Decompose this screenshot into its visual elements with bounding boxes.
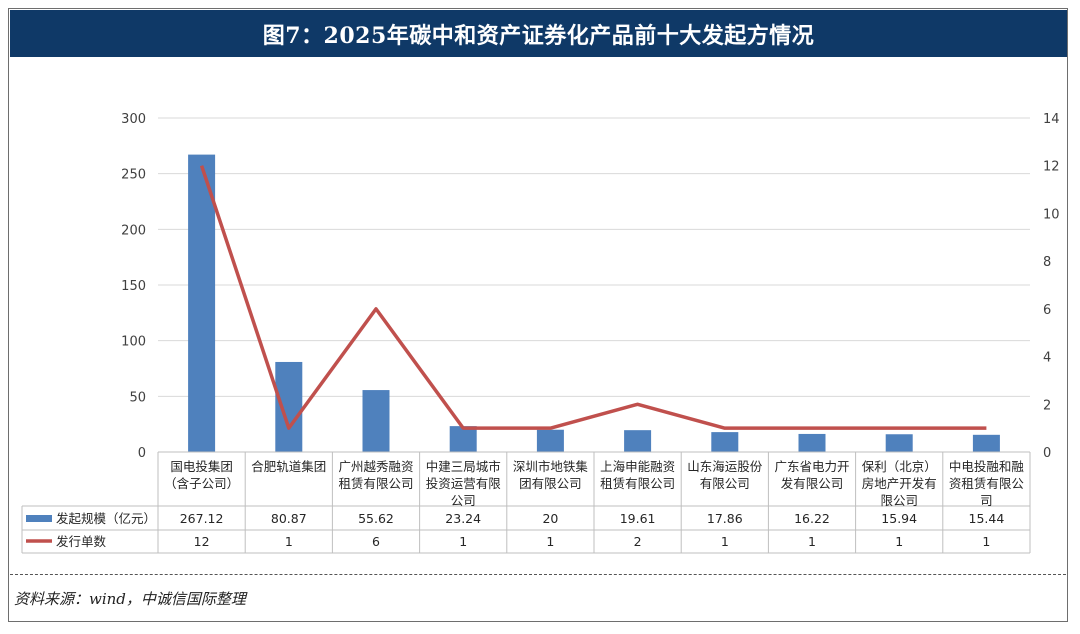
category-label: 广东省电力开 [774, 459, 849, 474]
category-label: 国电投集团 [170, 459, 233, 474]
source-divider [10, 574, 1066, 575]
category-label: 房地产开发有 [862, 476, 937, 491]
category-label: 租赁有限公司 [600, 476, 675, 491]
bar [536, 429, 564, 452]
y-right-tick-label: 14 [1043, 112, 1060, 127]
bar [188, 154, 216, 453]
y-left-tick-label: 0 [138, 446, 146, 461]
y-left-tick-label: 150 [121, 279, 146, 294]
table-value-count: 1 [721, 534, 729, 549]
y-right-tick-label: 10 [1043, 207, 1060, 222]
table-value-scale: 15.94 [881, 511, 917, 526]
bar [624, 430, 652, 452]
table-value-count: 1 [808, 534, 816, 549]
table-value-count: 1 [546, 534, 554, 549]
table-value-scale: 15.44 [969, 511, 1005, 526]
y-right-tick-label: 6 [1043, 303, 1051, 318]
table-value-count: 12 [194, 534, 210, 549]
table-value-scale: 55.62 [358, 511, 394, 526]
category-label: 公司 [451, 493, 476, 508]
chart-title: 图7：2025年碳中和资产证券化产品前十大发起方情况 [10, 10, 1067, 57]
category-label: 发有限公司 [781, 476, 844, 491]
bar [449, 426, 477, 452]
y-right-tick-label: 8 [1043, 255, 1051, 270]
y-right-tick-label: 0 [1043, 446, 1051, 461]
category-label: 中建三局城市 [426, 459, 501, 474]
category-label: 合肥轨道集团 [251, 459, 326, 474]
category-label: 广州越秀融资 [338, 459, 413, 474]
category-label: 有限公司 [700, 476, 750, 491]
y-right-tick-label: 4 [1043, 351, 1051, 366]
legend-key-bar [26, 515, 52, 522]
table-value-scale: 16.22 [794, 511, 830, 526]
category-label: 上海申能融资 [600, 459, 675, 474]
category-label: 司 [980, 493, 993, 508]
table-value-scale: 19.61 [620, 511, 656, 526]
bar [275, 361, 303, 452]
y-right-tick-label: 2 [1043, 398, 1051, 413]
table-value-count: 1 [285, 534, 293, 549]
y-left-tick-label: 50 [129, 390, 146, 405]
y-left-tick-label: 100 [121, 335, 146, 350]
table-value-count: 6 [372, 534, 380, 549]
category-label: 中电投融和融 [949, 459, 1025, 474]
y-left-tick-label: 300 [121, 112, 146, 127]
category-label: （含子公司） [164, 476, 239, 491]
table-value-count: 1 [459, 534, 467, 549]
category-label: 资租赁有限公 [949, 476, 1025, 491]
y-right-tick-label: 12 [1043, 160, 1060, 175]
table-value-scale: 20 [542, 511, 558, 526]
series-line-issue-count [199, 165, 987, 430]
bar [711, 432, 739, 452]
table-value-count: 1 [895, 534, 903, 549]
table-value-scale: 17.86 [707, 511, 743, 526]
table-value-count: 1 [982, 534, 990, 549]
y-left-tick-label: 250 [121, 168, 146, 183]
bar [972, 434, 1000, 452]
category-label: 租赁有限公司 [338, 476, 413, 491]
bar [885, 434, 913, 452]
y-left-tick-label: 200 [121, 223, 146, 238]
legend-label-bar: 发起规模（亿元） [56, 511, 156, 526]
table-value-scale: 80.87 [271, 511, 307, 526]
table-value-scale: 267.12 [180, 511, 224, 526]
category-label: 山东海运股份 [687, 459, 763, 474]
category-label: 深圳市地铁集 [513, 459, 589, 474]
legend-label-line: 发行单数 [56, 534, 107, 549]
category-label: 保利（北京） [862, 459, 937, 474]
bar [362, 390, 390, 452]
category-label: 投资运营有限 [426, 476, 502, 491]
category-label: 限公司 [880, 493, 918, 508]
source-note: 资料来源：wind，中诚信国际整理 [14, 590, 246, 608]
table-value-count: 2 [634, 534, 642, 549]
category-label: 团有限公司 [519, 476, 582, 491]
bar [798, 433, 826, 452]
table-value-scale: 23.24 [445, 511, 481, 526]
chart-frame [8, 8, 1068, 622]
